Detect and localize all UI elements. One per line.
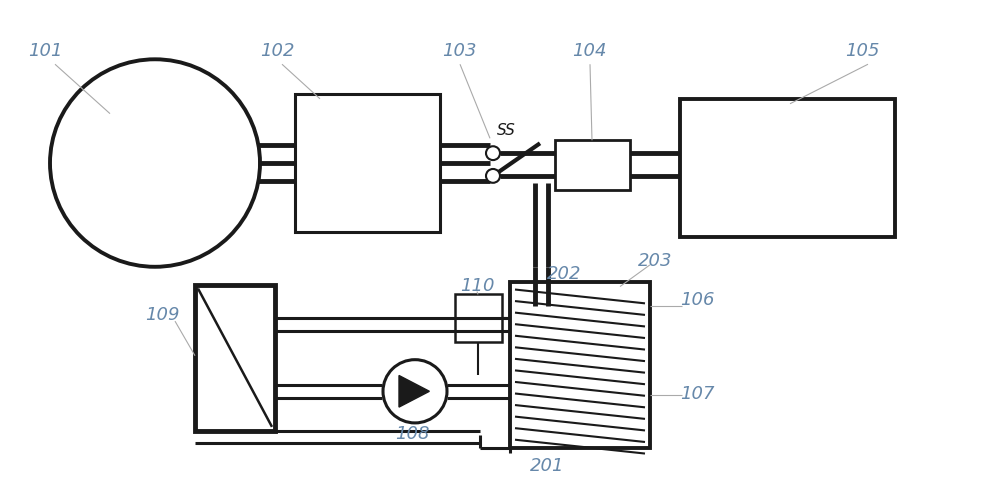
Bar — [455, 294, 502, 342]
Text: 109: 109 — [145, 306, 180, 324]
Circle shape — [486, 146, 500, 160]
Text: 203: 203 — [638, 252, 672, 270]
Bar — [295, 94, 440, 232]
Ellipse shape — [50, 59, 260, 267]
Text: 106: 106 — [680, 292, 714, 309]
Polygon shape — [399, 376, 429, 407]
Text: 108: 108 — [395, 425, 430, 443]
Text: 107: 107 — [680, 385, 714, 403]
Circle shape — [383, 359, 447, 423]
Bar — [510, 282, 650, 447]
Text: 110: 110 — [460, 277, 494, 294]
Bar — [680, 99, 895, 237]
Text: 201: 201 — [530, 456, 564, 475]
Text: 101: 101 — [28, 42, 62, 59]
Text: SS: SS — [497, 123, 516, 138]
Circle shape — [486, 169, 500, 183]
Text: 103: 103 — [442, 42, 477, 59]
Text: 202: 202 — [547, 265, 582, 283]
Bar — [195, 284, 275, 431]
Bar — [555, 141, 630, 190]
Text: 102: 102 — [260, 42, 294, 59]
Text: 105: 105 — [845, 42, 880, 59]
Text: 104: 104 — [572, 42, 606, 59]
